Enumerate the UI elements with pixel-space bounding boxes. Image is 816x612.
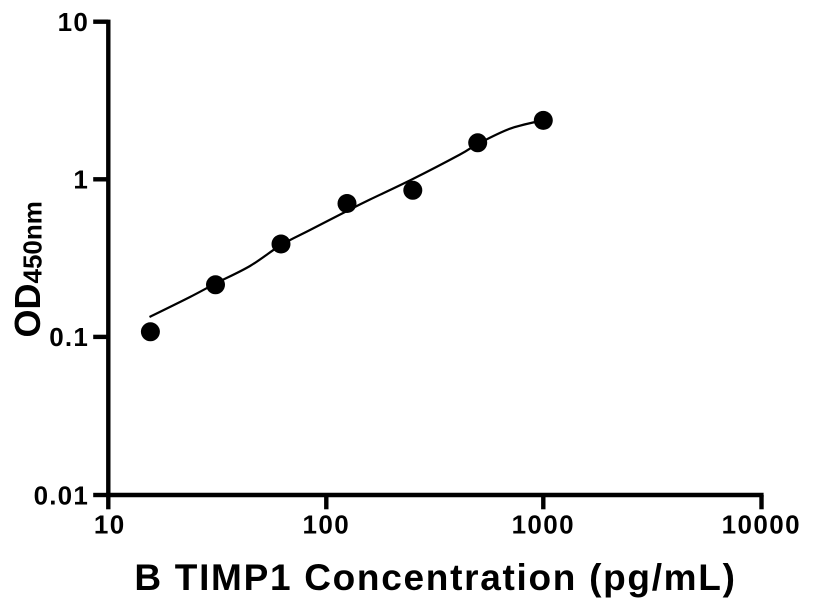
- svg-text:0.1: 0.1: [49, 322, 89, 352]
- svg-text:10: 10: [58, 7, 89, 37]
- svg-text:1: 1: [73, 165, 89, 195]
- svg-text:B TIMP1 Concentration (pg/mL): B TIMP1 Concentration (pg/mL): [134, 557, 736, 598]
- svg-text:10: 10: [94, 510, 126, 540]
- svg-text:1000: 1000: [512, 510, 575, 540]
- svg-text:10000: 10000: [722, 510, 801, 540]
- svg-text:0.01: 0.01: [34, 480, 89, 510]
- svg-text:100: 100: [303, 510, 351, 540]
